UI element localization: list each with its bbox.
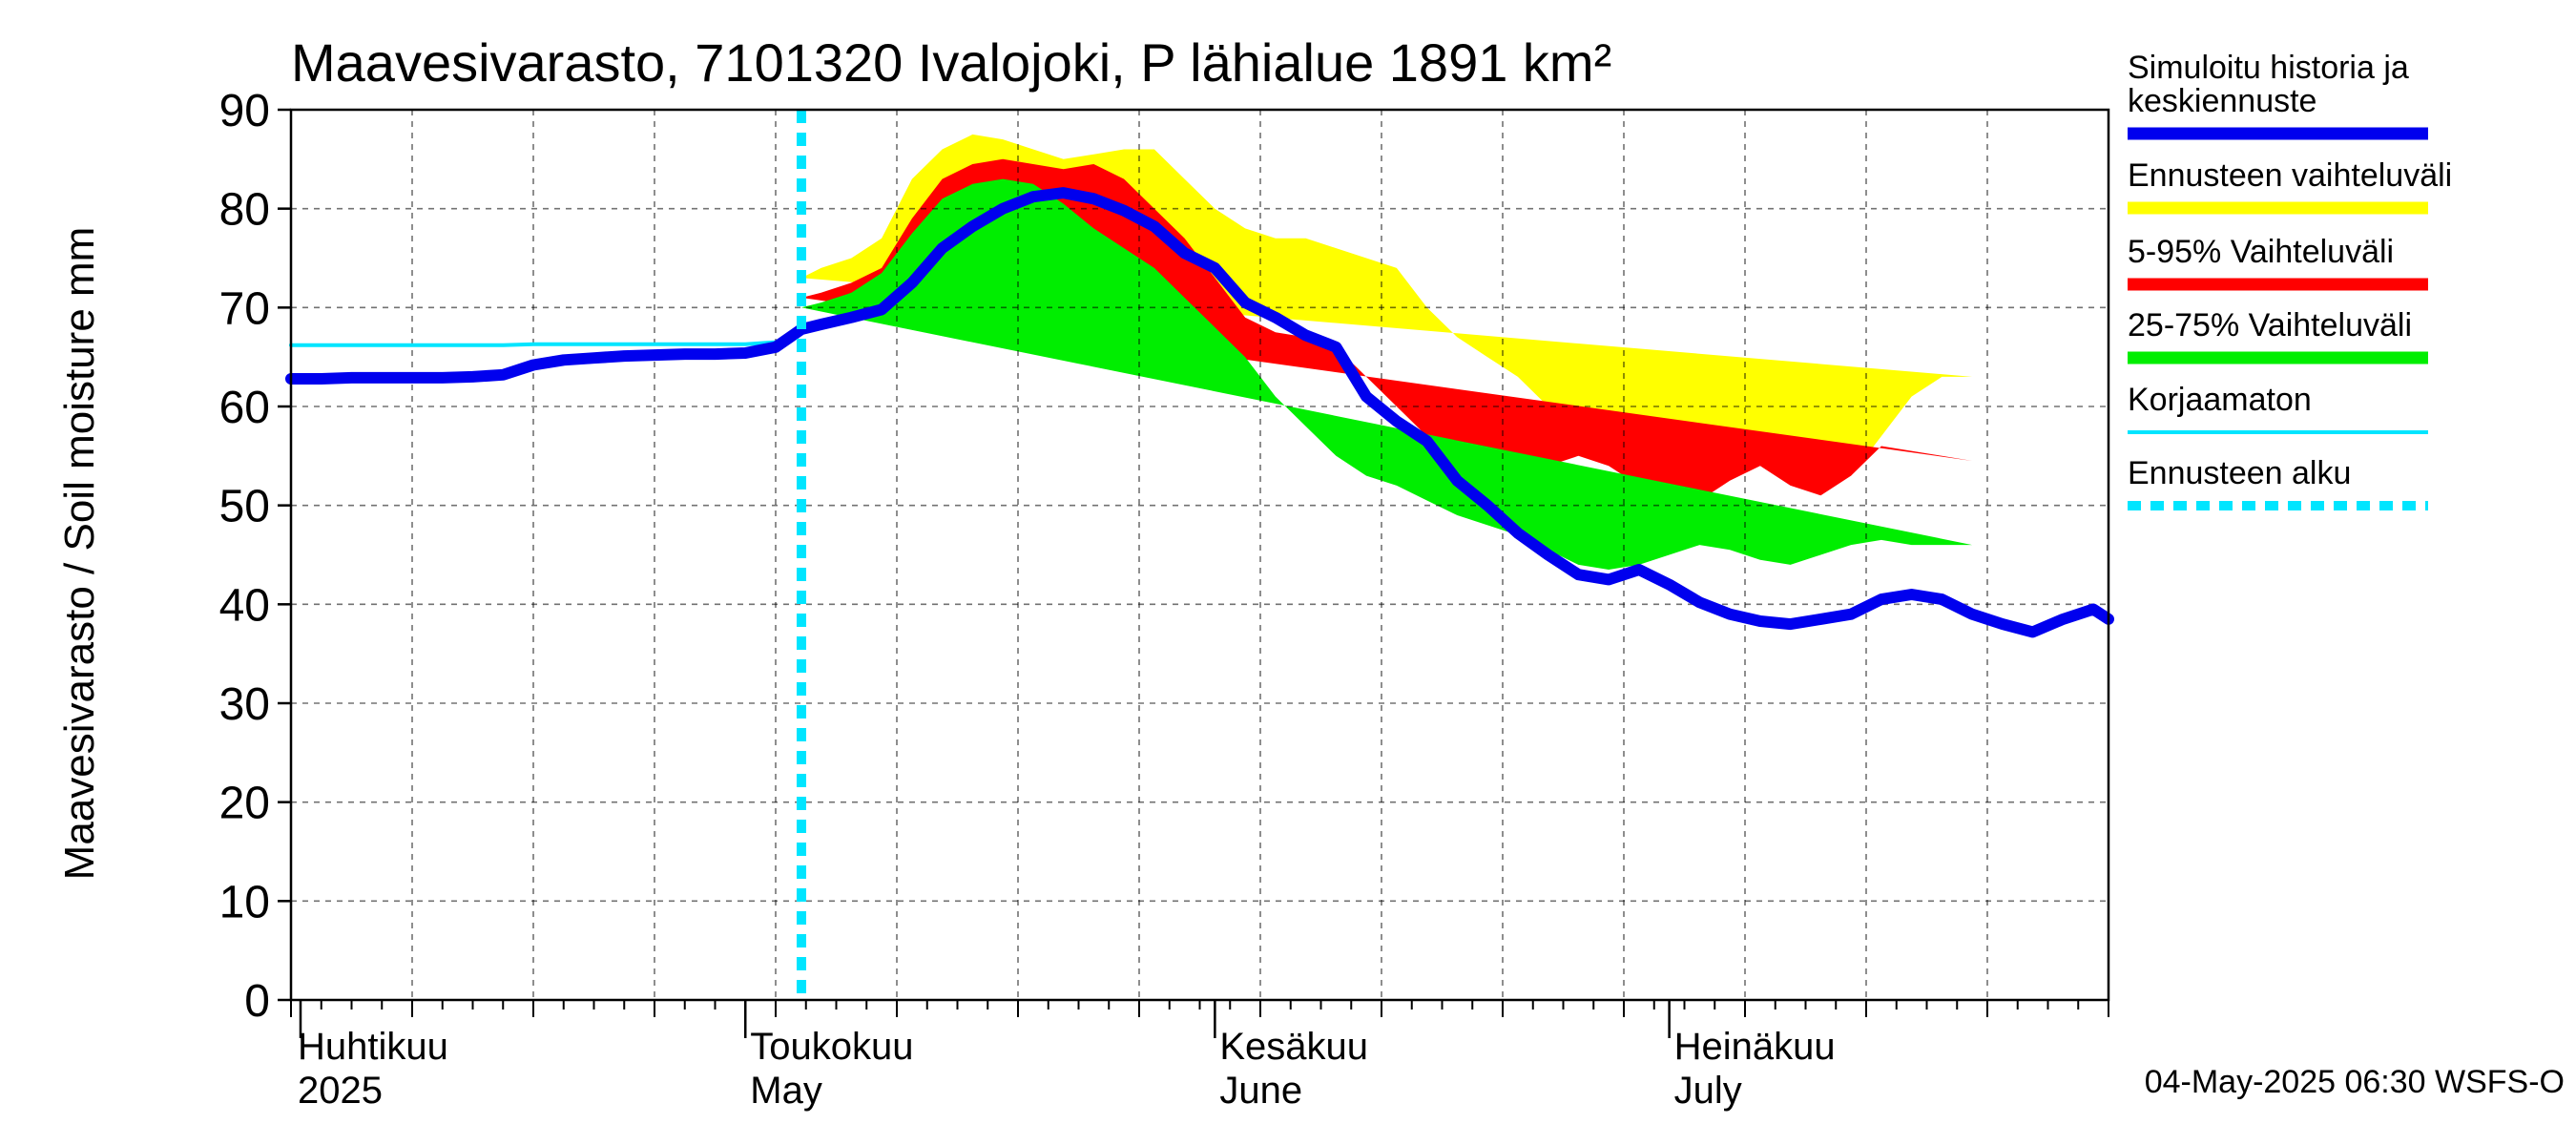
- band-3: [801, 178, 1973, 570]
- legend-label: Ennusteen vaihteluväli: [2128, 157, 2452, 194]
- month-label-en: June: [1219, 1070, 1302, 1112]
- legend-label: 25-75% Vaihteluväli: [2128, 307, 2412, 344]
- uncorrected-series-line: [289, 330, 803, 347]
- month-label-fi: Heinäkuu: [1674, 1026, 1836, 1068]
- y-tick-label: 20: [219, 779, 270, 829]
- legend-label: Korjaamaton: [2128, 382, 2312, 418]
- legend-label: Ennusteen alku: [2128, 455, 2351, 491]
- y-tick-label: 40: [219, 580, 270, 631]
- legend-label: keskiennuste: [2128, 83, 2316, 119]
- month-label-fi: Kesäkuu: [1219, 1026, 1368, 1068]
- series-lines: [285, 110, 2114, 1000]
- month-label-fi: Huhtikuu: [298, 1026, 448, 1068]
- y-tick-label: 60: [219, 383, 270, 433]
- y-tick-label: 80: [219, 185, 270, 236]
- timestamp-footer: 04-May-2025 06:30 WSFS-O: [2145, 1064, 2565, 1100]
- month-label-en: May: [750, 1070, 822, 1112]
- y-tick-label: 30: [219, 679, 270, 730]
- chart-title: Maavesivarasto, 7101320 Ivalojoki, P läh…: [291, 32, 1611, 93]
- y-tick-label: 0: [244, 976, 270, 1027]
- y-tick-label: 70: [219, 283, 270, 334]
- legend-label: Simuloitu historia ja: [2128, 50, 2409, 86]
- y-tick-label: 10: [219, 877, 270, 927]
- y-tick-label: 90: [219, 86, 270, 136]
- y-tick-label: 50: [219, 482, 270, 532]
- legend-label: 5-95% Vaihteluväli: [2128, 234, 2394, 270]
- month-label-en: July: [1674, 1070, 1742, 1112]
- forecast-bands: [801, 134, 1973, 570]
- month-label-fi: Toukokuu: [750, 1026, 913, 1068]
- y-axis-label: Maavesivarasto / Soil moisture mm: [56, 227, 103, 881]
- axes: [278, 108, 2110, 1038]
- grid-lines: [291, 110, 2109, 1000]
- month-label-en: 2025: [298, 1070, 383, 1112]
- y-tick-labels: 0 10 20 30 40 50 60 70 80 90: [219, 86, 270, 1027]
- main-series-line: [285, 187, 2114, 638]
